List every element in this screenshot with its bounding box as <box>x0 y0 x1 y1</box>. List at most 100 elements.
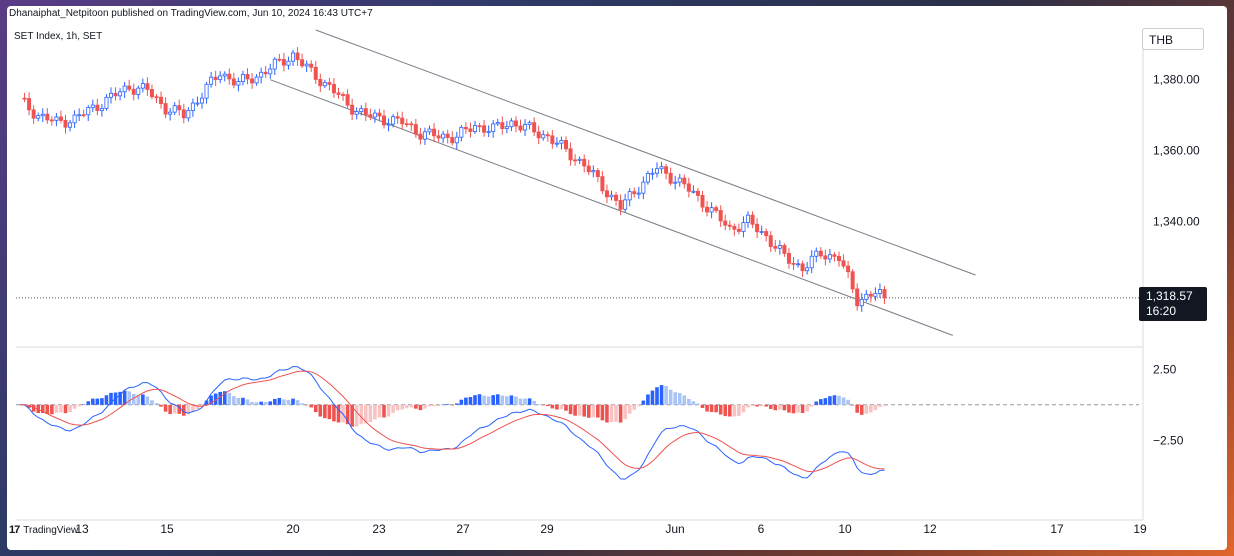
candle-body <box>436 135 441 139</box>
signal-line <box>20 370 885 473</box>
macd-histogram-bar <box>677 393 682 405</box>
macd-histogram-bar <box>409 404 414 408</box>
macd-histogram-bar <box>368 404 373 423</box>
macd-histogram-bar <box>31 404 36 412</box>
macd-histogram-bar <box>791 404 796 414</box>
candle-body <box>482 125 487 133</box>
candle-body <box>523 124 528 131</box>
macd-histogram-bar <box>145 396 150 405</box>
candle-body <box>113 92 118 97</box>
macd-histogram-bar <box>700 404 705 408</box>
macd-histogram-bar <box>495 394 500 405</box>
macd-histogram-bar <box>386 404 391 417</box>
candle-body <box>554 142 559 145</box>
candle-body <box>300 59 305 67</box>
macd-histogram-bar <box>764 404 768 407</box>
macd-histogram-bar <box>787 404 791 413</box>
macd-histogram-bar <box>304 404 309 406</box>
macd-histogram-bar <box>295 400 300 405</box>
macd-histogram-bar <box>436 404 441 407</box>
candle-body <box>259 71 264 78</box>
candle-body <box>63 120 68 128</box>
candle-body <box>682 177 687 185</box>
macd-histogram-bar <box>505 396 509 405</box>
macd-histogram-bar <box>509 395 514 405</box>
macd-histogram-bar <box>254 402 259 405</box>
macd-histogram-bar <box>864 404 869 414</box>
candle-body <box>327 82 332 85</box>
candle-body <box>195 102 200 105</box>
candle-body <box>400 117 405 125</box>
candle-body <box>190 102 195 111</box>
macd-histogram-bar <box>482 395 486 405</box>
time-tick-label: 6 <box>758 522 765 536</box>
macd-histogram-bar <box>364 404 368 424</box>
macd-histogram-bar <box>350 404 354 427</box>
candle-body <box>604 190 609 198</box>
candle-body <box>286 60 291 66</box>
footer-brand[interactable]: 17 TradingView <box>9 524 78 536</box>
candle-body <box>850 271 855 290</box>
macd-histogram-bar <box>805 404 809 412</box>
candle-body <box>245 74 250 80</box>
candle-body <box>786 253 791 264</box>
candle-body <box>168 111 173 115</box>
candle-body <box>536 131 541 139</box>
macd-histogram-bar <box>514 396 518 405</box>
macd-histogram-bar <box>623 404 627 420</box>
candle-body <box>827 254 832 260</box>
axes-layer <box>16 30 1144 521</box>
candle-body <box>413 124 418 135</box>
macd-histogram-bar <box>714 404 718 413</box>
time-tick-label: 27 <box>456 522 470 536</box>
macd-line <box>19 365 885 480</box>
macd-histogram-bar <box>50 404 54 415</box>
candle-body <box>837 255 842 262</box>
candle-body <box>545 134 550 137</box>
candle-body <box>736 228 741 232</box>
candle-body <box>22 97 27 100</box>
candle-body <box>818 250 823 257</box>
price-tick-label: 1,340.00 <box>1153 215 1200 229</box>
candle-body <box>705 206 710 213</box>
macd-histogram-bar <box>696 403 700 405</box>
price-tick-label: 1,380.00 <box>1153 73 1200 87</box>
macd-lines-layer <box>19 365 885 480</box>
macd-histogram-bar <box>773 404 778 411</box>
macd-histogram-bar <box>555 404 559 410</box>
macd-histogram-bar <box>332 404 336 422</box>
candle-body <box>72 114 77 124</box>
macd-histogram-bar <box>732 404 737 417</box>
candle-body <box>336 92 341 95</box>
candle-body <box>855 288 860 307</box>
macd-histogram-bar <box>536 404 541 405</box>
macd-histogram-bar <box>286 399 291 405</box>
macd-histogram-bar <box>222 391 227 405</box>
macd-histogram-bar <box>282 399 286 405</box>
candle-body <box>486 131 491 134</box>
macd-histogram-bar <box>550 404 555 409</box>
candle-body <box>450 137 455 144</box>
candle-body <box>377 112 382 117</box>
candle-body <box>877 289 882 294</box>
macd-histogram-bar <box>832 395 837 405</box>
macd-histogram-bar <box>837 395 841 405</box>
candle-body <box>391 116 396 125</box>
macd-histogram-bar <box>668 389 673 405</box>
currency-selector[interactable]: THB <box>1142 28 1204 50</box>
candle-body <box>746 214 751 223</box>
macd-histogram-bar <box>182 404 186 416</box>
macd-histogram-bar <box>218 391 222 405</box>
macd-histogram-bar <box>646 394 650 405</box>
candle-body <box>432 128 437 137</box>
candle-body <box>441 133 446 139</box>
candle-body <box>864 293 869 300</box>
candle-body <box>755 223 760 233</box>
macd-histogram-bar <box>819 399 823 405</box>
macd-histogram-bar <box>54 404 59 413</box>
candle-body <box>796 263 801 266</box>
macd-tick-label: −2.50 <box>1153 433 1184 447</box>
candle-body <box>718 210 723 222</box>
macd-histogram-bar <box>373 404 377 420</box>
